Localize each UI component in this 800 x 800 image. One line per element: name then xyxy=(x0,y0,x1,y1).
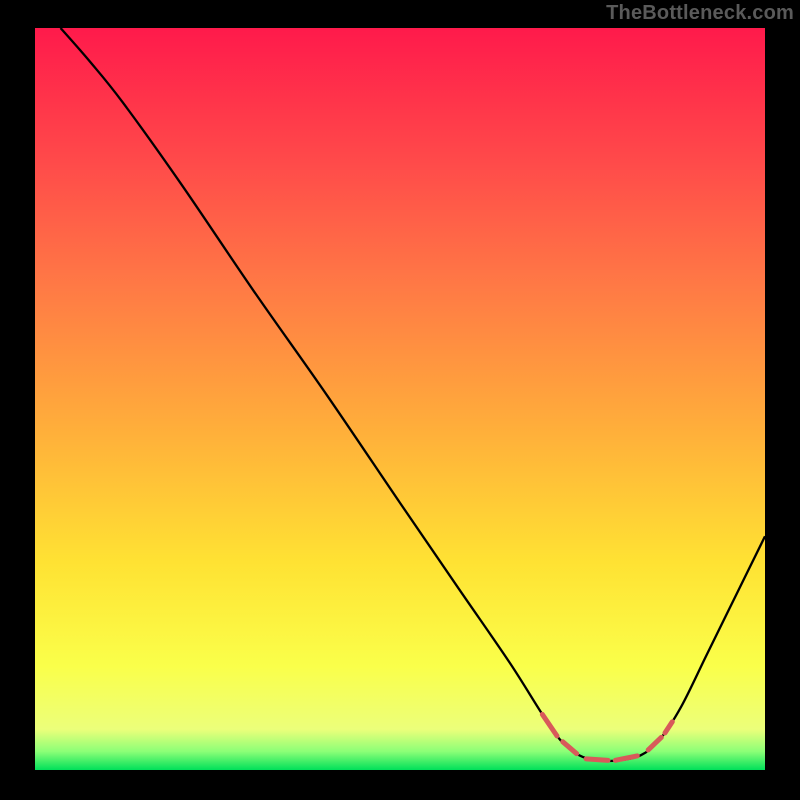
chart-container: TheBottleneck.com xyxy=(0,0,800,800)
watermark-text: TheBottleneck.com xyxy=(606,2,794,25)
bottleneck-plot xyxy=(35,28,765,770)
gradient-background xyxy=(35,28,765,770)
valley-marker xyxy=(586,759,608,760)
